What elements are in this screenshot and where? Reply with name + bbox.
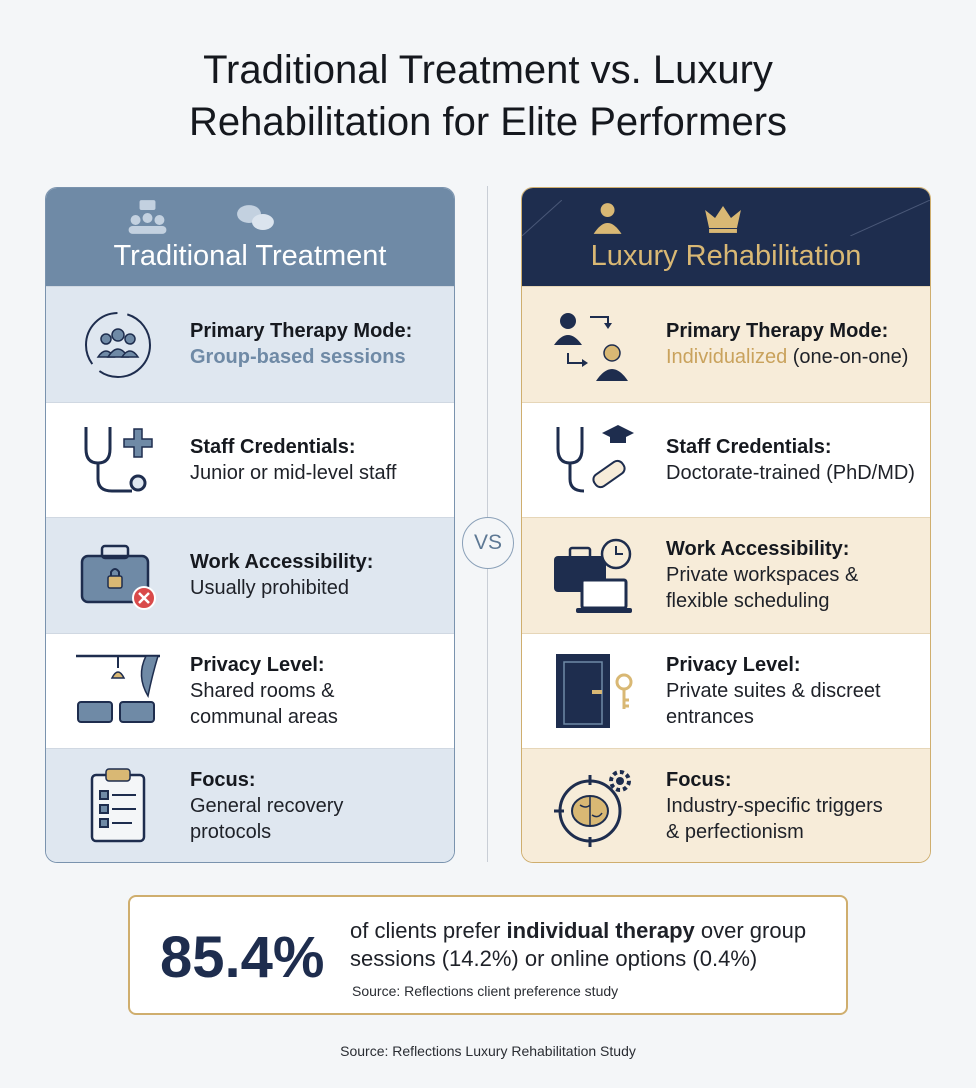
traditional-row-therapy-mode: Primary Therapy Mode: Group-based sessio…: [46, 286, 454, 402]
stat-callout: 85.4% of clients prefer individual thera…: [128, 895, 848, 1015]
crown-icon: [705, 206, 741, 233]
row-value: Junior or mid-level staff: [190, 461, 397, 484]
row-label: Primary Therapy Mode:: [190, 320, 413, 343]
traditional-row-focus: Focus: General recovery protocols: [46, 748, 454, 862]
luxury-heading: Luxury Rehabilitation: [590, 240, 862, 272]
row-value: Usually prohibited: [190, 577, 349, 600]
page-title-line2: Rehabilitation for Elite Performers: [188, 100, 788, 144]
shared-beds-icon: [76, 654, 160, 723]
speech-bubbles-icon: [237, 205, 274, 230]
clipboard-checklist-icon: [90, 768, 146, 843]
row-value-line1: Shared rooms &: [190, 679, 335, 702]
traditional-heading: Traditional Treatment: [113, 240, 387, 272]
luxury-header: Luxury Rehabilitation: [522, 188, 930, 286]
group-chat-icon: [128, 200, 167, 234]
row-value-highlight: Individualized: [666, 346, 788, 369]
stat-source: Source: Reflections client preference st…: [352, 983, 619, 999]
luxury-header-icons: [522, 200, 930, 236]
traditional-row-privacy: Privacy Level: Shared rooms & communal a…: [46, 632, 454, 749]
page-title-line1: Traditional Treatment vs. Luxury: [203, 48, 773, 92]
stethoscope-plus-icon: [84, 426, 153, 492]
briefcase-laptop-clock-icon: [554, 538, 632, 613]
door-key-icon: [556, 653, 633, 728]
page-title: Traditional Treatment vs. Luxury Rehabil…: [0, 44, 976, 148]
brain-target-gear-icon: [554, 770, 631, 847]
stethoscope-graduate-icon: [556, 424, 634, 492]
row-value-line1: Private workspaces &: [666, 564, 859, 587]
traditional-header-icons: [128, 200, 274, 234]
row-value-line2: entrances: [666, 705, 754, 728]
vs-badge: VS: [462, 517, 514, 569]
traditional-row-staff: Staff Credentials: Junior or mid-level s…: [46, 401, 454, 518]
luxury-row-therapy-mode: Primary Therapy Mode: Individualized (on…: [522, 286, 930, 402]
row-value-line1: General recovery: [190, 795, 344, 818]
footer-source: Source: Reflections Luxury Rehabilitatio…: [340, 1043, 636, 1059]
stat-desc-post: over group sessions (14.2%) or online op…: [350, 918, 807, 971]
row-label: Privacy Level:: [190, 653, 325, 676]
row-label: Primary Therapy Mode:: [666, 320, 889, 343]
row-label: Privacy Level:: [666, 653, 801, 676]
luxury-row-privacy: Privacy Level: Private suites & discreet…: [522, 632, 930, 749]
row-value-line1: Industry-specific triggers: [666, 795, 883, 818]
group-cycle-icon: [85, 312, 151, 378]
row-value-line2: & perfectionism: [666, 821, 804, 844]
luxury-panel: Luxury Rehabilitation Primary Therapy Mo…: [521, 187, 931, 863]
stat-desc-bold: individual therapy: [506, 918, 695, 943]
one-on-one-icon: [554, 313, 628, 381]
luxury-row-staff: Staff Credentials: Doctorate-trained (Ph…: [522, 401, 930, 518]
luxury-row-focus: Focus: Industry-specific triggers & perf…: [522, 748, 930, 862]
row-value-line2: protocols: [190, 821, 272, 844]
row-label: Staff Credentials:: [190, 435, 356, 458]
row-label: Focus:: [666, 769, 732, 792]
row-value-line2: flexible scheduling: [666, 590, 830, 613]
luxury-row-work: Work Accessibility: Private workspaces &…: [522, 517, 930, 633]
traditional-panel: Traditional Treatment Primary Therapy Mo…: [45, 187, 455, 863]
row-value: Individualized (one-on-one): [666, 344, 926, 370]
row-value: Doctorate-trained (PhD/MD): [666, 461, 915, 484]
executive-person-icon: [593, 203, 622, 234]
row-value-line2: communal areas: [190, 705, 338, 728]
row-value-line1: Private suites & discreet: [666, 679, 881, 702]
stat-description: of clients prefer individual therapy ove…: [350, 917, 840, 973]
traditional-header: Traditional Treatment: [46, 188, 454, 286]
stat-value: 85.4%: [160, 925, 325, 990]
stat-desc-pre: of clients prefer: [350, 918, 507, 943]
row-value-rest: (one-on-one): [787, 346, 909, 369]
row-label: Staff Credentials:: [666, 435, 832, 458]
row-value: Group-based sessions: [190, 346, 406, 369]
row-label: Work Accessibility:: [190, 551, 374, 574]
row-label: Work Accessibility:: [666, 538, 850, 561]
locked-briefcase-icon: [80, 544, 156, 610]
row-label: Focus:: [190, 769, 256, 792]
traditional-row-work: Work Accessibility: Usually prohibited: [46, 517, 454, 633]
